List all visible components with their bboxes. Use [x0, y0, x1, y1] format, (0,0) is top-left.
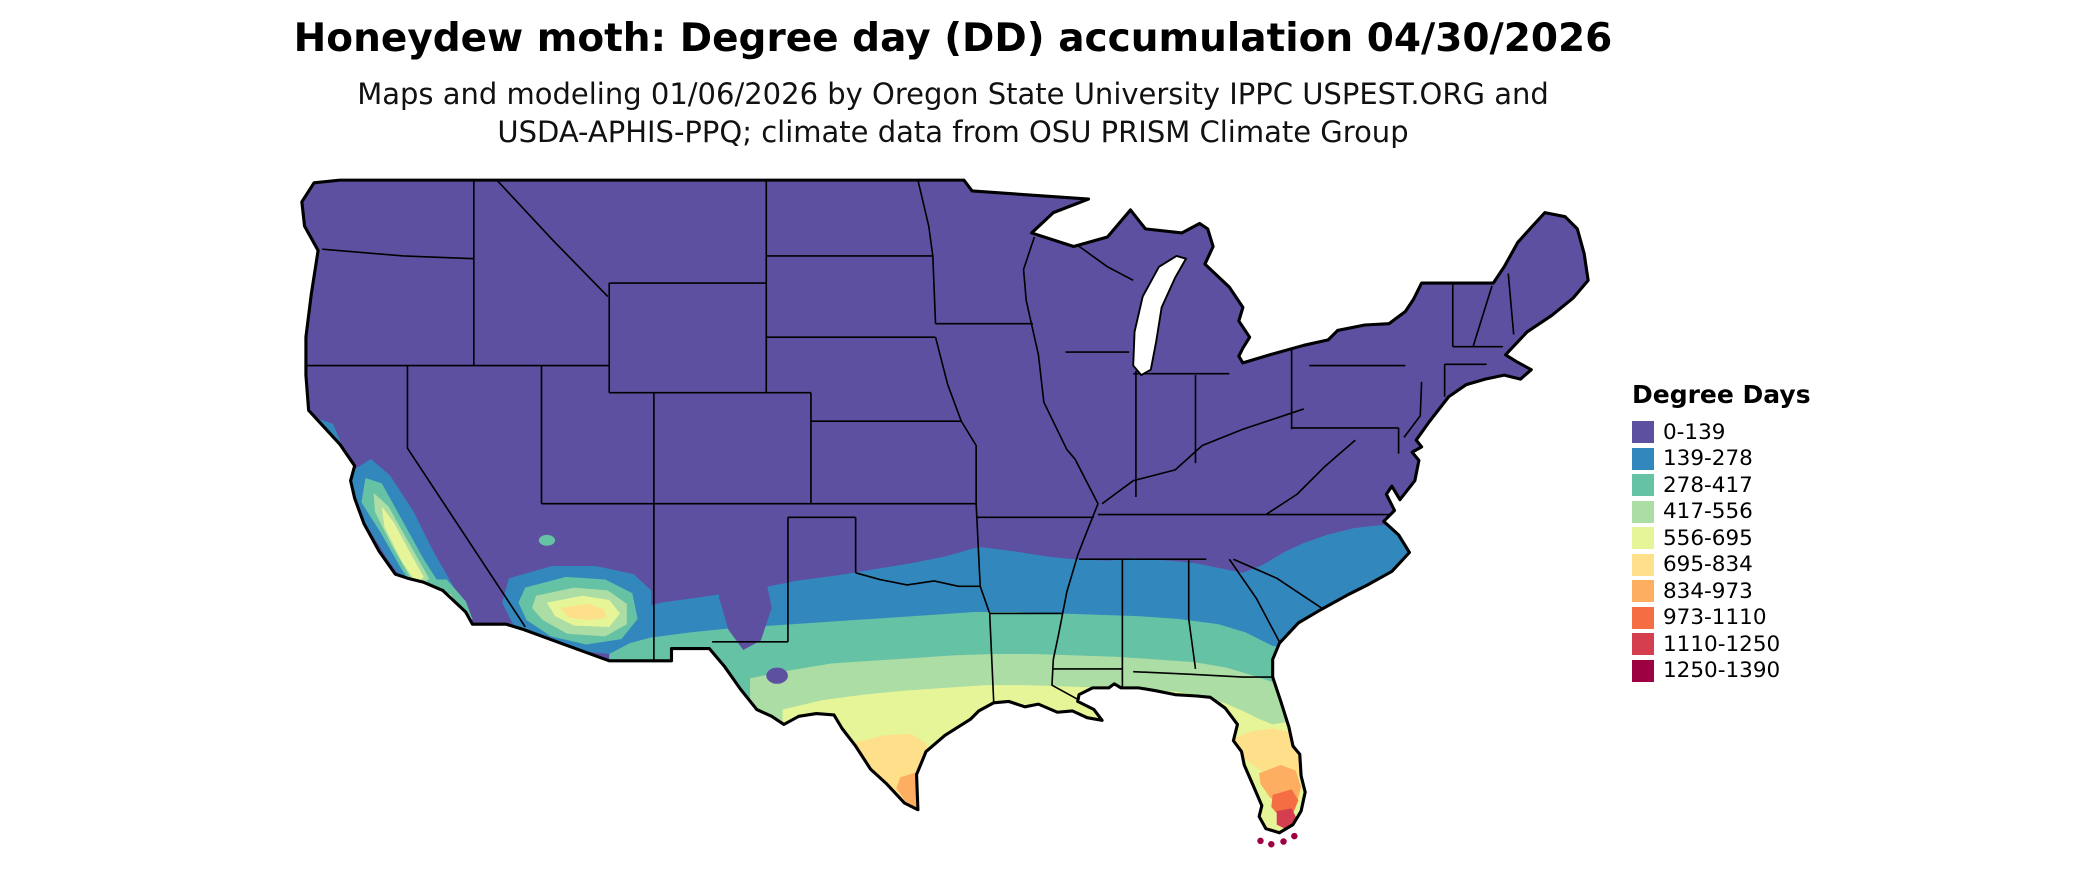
legend-swatch — [1632, 421, 1654, 444]
legend-swatch — [1632, 633, 1654, 656]
legend-swatch — [1632, 500, 1654, 523]
legend-item: 1250-1390 — [1632, 658, 1892, 685]
legend-item: 1110-1250 — [1632, 631, 1892, 658]
legend-item: 417-556 — [1632, 499, 1892, 526]
map-fill-layers — [301, 180, 1589, 833]
dd-band-834-973-texas — [896, 771, 928, 810]
legend-swatch — [1632, 606, 1654, 629]
legend-item: 556-695 — [1632, 525, 1892, 552]
legend-label: 973-1110 — [1663, 605, 1767, 631]
legend-label: 834-973 — [1663, 578, 1753, 604]
legend-title: Degree Days — [1632, 380, 1811, 409]
state-boundaries — [305, 180, 1515, 703]
legend-item: 278-417 — [1632, 472, 1892, 499]
legend-label: 1250-1390 — [1663, 658, 1781, 684]
legend-label: 0-139 — [1663, 419, 1726, 445]
map-title: Honeydew moth: Degree day (DD) accumulat… — [293, 16, 1613, 61]
us-outline — [300, 178, 1590, 835]
subtitle-line-2: USDA-APHIS-PPQ; climate data from OSU PR… — [497, 114, 1409, 149]
legend-swatch — [1632, 659, 1654, 682]
legend-item: 695-834 — [1632, 552, 1892, 579]
legend-item: 834-973 — [1632, 578, 1892, 605]
arizona-desert-yellow — [560, 603, 607, 621]
legend-label: 1110-1250 — [1663, 631, 1781, 657]
dd-band-417-556 — [750, 654, 1304, 833]
legend-swatch — [1632, 474, 1654, 497]
legend-label: 556-695 — [1663, 525, 1753, 551]
new-mexico-mountain-purple-wedge — [718, 567, 772, 650]
california-valley-yellow — [381, 506, 424, 584]
legend-label: 695-834 — [1663, 552, 1753, 578]
us-degree-day-map — [300, 178, 1590, 848]
map-subtitle: Maps and modeling 01/06/2026 by Oregon S… — [0, 76, 1906, 151]
davis-mountains-purple-spot — [766, 667, 788, 684]
legend-swatch — [1632, 580, 1654, 603]
subtitle-line-1: Maps and modeling 01/06/2026 by Oregon S… — [357, 77, 1549, 111]
legend-item: 973-1110 — [1632, 605, 1892, 632]
legend-label: 278-417 — [1663, 472, 1753, 498]
legend-item: 139-278 — [1632, 446, 1892, 473]
dd-band-278-417 — [609, 612, 1330, 833]
legend-swatch — [1632, 447, 1654, 470]
legend-label: 139-278 — [1663, 446, 1753, 472]
las-vegas-teal-spot — [538, 534, 556, 546]
map-legend: Degree Days 0-139 139-278 278-417 417-55… — [1632, 380, 1892, 684]
florida-keys-dots — [1257, 832, 1298, 848]
lake-michigan — [1132, 255, 1187, 377]
legend-swatch — [1632, 553, 1654, 576]
legend-label: 417-556 — [1663, 499, 1753, 525]
legend-item: 0-139 — [1632, 419, 1892, 446]
legend-swatch — [1632, 527, 1654, 550]
dd-band-0-139 — [301, 180, 1589, 833]
